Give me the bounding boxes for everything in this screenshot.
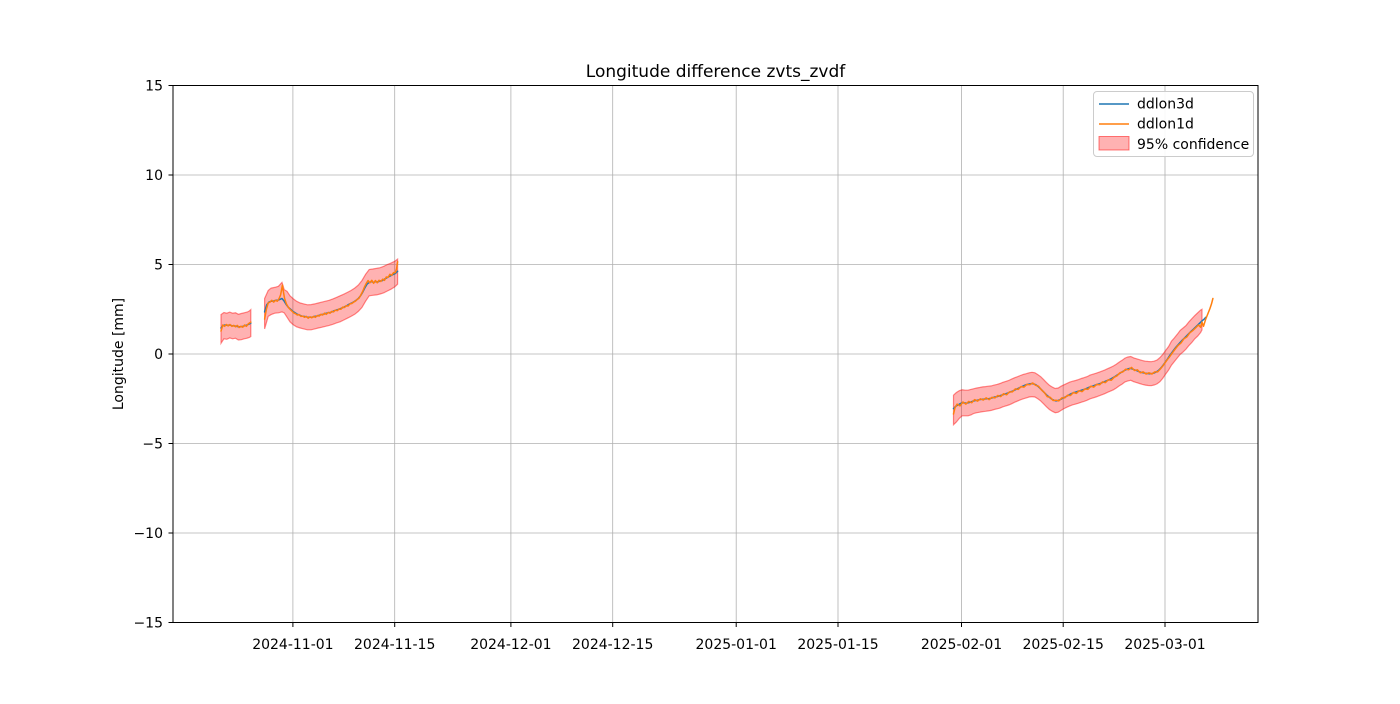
legend-label-ddlon1d: ddlon1d (1137, 117, 1194, 133)
x-tick-label: 2025-03-01 (1124, 637, 1205, 653)
y-axis-label: Longitude [mm] (111, 298, 127, 410)
ddlon1d-line (952, 297, 1214, 415)
y-tick-label: 10 (145, 168, 163, 184)
grid-layer (173, 85, 1258, 623)
x-tick-label: 2024-12-15 (572, 637, 653, 653)
y-tick-label: 15 (145, 79, 163, 95)
x-tick-label: 2025-01-15 (797, 637, 878, 653)
legend-box (1093, 91, 1254, 157)
x-tick-label: 2024-12-01 (470, 637, 551, 653)
ddlon1d-line (220, 321, 252, 332)
x-tick-label: 2025-01-01 (696, 637, 777, 653)
x-tick-label: 2024-11-01 (252, 637, 333, 653)
confidence-band (264, 257, 399, 331)
series-layer (220, 261, 1214, 415)
chart-title: Longitude difference zvts_zvdf (586, 62, 846, 82)
x-tick-label: 2025-02-01 (921, 637, 1002, 653)
ddlon1d-line (263, 261, 399, 320)
y-tick-label: 0 (154, 347, 163, 363)
legend-label-confidence: 95% confidence (1137, 137, 1249, 153)
confidence-band (952, 308, 1203, 427)
axes-layer: 2024-11-01 2024-11-15 2024-12-01 2024-12-15… (133, 79, 1259, 653)
y-tick-label: −5 (142, 437, 163, 453)
y-tick-label: 5 (154, 258, 163, 274)
x-tick-label: 2025-02-15 (1023, 637, 1104, 653)
legend: ddlon3d ddlon1d 95% confidence (1093, 91, 1254, 157)
y-tick-label: −15 (133, 616, 163, 632)
legend-label-ddlon3d: ddlon3d (1137, 97, 1194, 113)
x-tick-label: 2024-11-15 (354, 637, 435, 653)
y-tick-label: −10 (133, 526, 163, 542)
legend-patch-confidence (1098, 136, 1130, 151)
